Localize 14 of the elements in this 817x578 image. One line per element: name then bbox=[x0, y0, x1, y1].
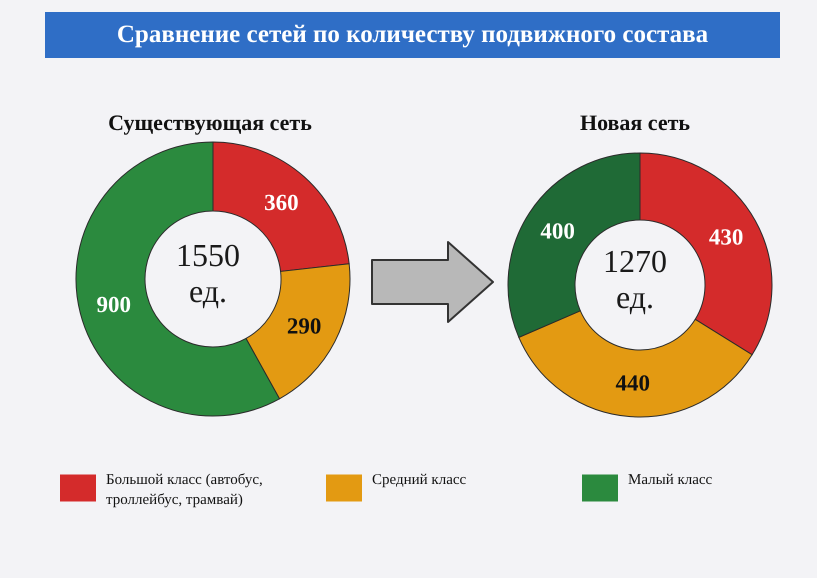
chart-title: Новая сеть bbox=[578, 110, 692, 136]
legend-label: Большой класс (автобус, троллейбус, трамвай) bbox=[106, 471, 264, 510]
data-label: 360 bbox=[264, 190, 299, 216]
data-label: 440 bbox=[615, 370, 650, 396]
data-label: 900 bbox=[96, 292, 132, 318]
data-label: 430 bbox=[708, 224, 744, 250]
legend-label: Малый класс bbox=[628, 471, 714, 490]
chart-title: Сравнение сетей по количеству подвижного состава bbox=[45, 12, 780, 58]
text: 1270 ед. bbox=[603, 243, 667, 315]
chart-subtitle: Существующая сеть bbox=[107, 110, 313, 136]
legend-label: Средний класс bbox=[372, 471, 468, 490]
data-label: 290 bbox=[286, 313, 322, 338]
data-label: 400 bbox=[540, 218, 575, 244]
text: 1550 ед. bbox=[176, 237, 240, 309]
